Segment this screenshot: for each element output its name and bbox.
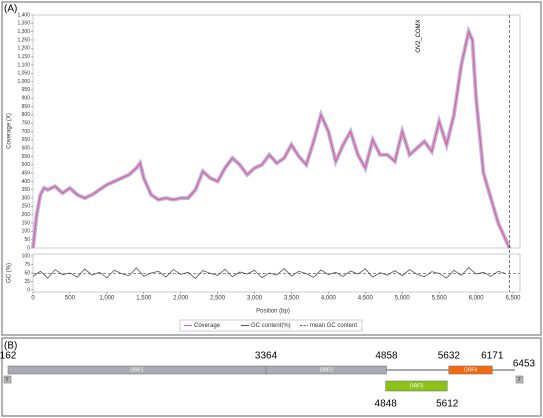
y-tick-label: 1,350 (17, 21, 30, 27)
x-tick-label: 500 (65, 296, 76, 302)
orf (448, 365, 493, 375)
plot-area (32, 14, 521, 249)
y-tick-label: 700 (22, 129, 31, 135)
plot-area (32, 253, 521, 293)
y-tick-label: 450 (22, 170, 31, 176)
y-tick-label: 250 (22, 204, 31, 210)
y-tick-label: 950 (22, 87, 31, 93)
x-tick-label: 3,000 (247, 296, 263, 302)
x-tick-label: 2,000 (173, 296, 189, 302)
panel-b-frame (1, 337, 542, 417)
y-tick-label: 0 (27, 245, 30, 251)
position-label: 162 (0, 351, 17, 362)
y-tick-label: 50 (24, 237, 30, 243)
annotation: OV2_COMX (416, 19, 422, 52)
y-tick-label: 25 (24, 279, 30, 285)
x-axis-label: Position (bp) (256, 309, 290, 315)
y-tick-label: 1,150 (17, 54, 30, 60)
panel-label: (B) (4, 341, 17, 352)
end-label: 5' (6, 377, 10, 383)
y-tick-label: 100 (22, 229, 31, 235)
end-box (3, 375, 12, 384)
series-line (32, 29, 511, 249)
y-tick-label: 1,250 (17, 37, 30, 43)
panel-a-frame (1, 1, 542, 336)
legend-label: mean GC content (310, 323, 357, 329)
y-tick-label: 1,200 (17, 46, 30, 52)
y-tick-label: 0 (27, 287, 30, 293)
y-tick-label: 600 (22, 145, 31, 151)
x-tick-label: 3,500 (284, 296, 300, 302)
y-tick-label: 150 (22, 220, 31, 226)
position-label: 5612 (436, 399, 459, 410)
y-tick-label: 75 (24, 262, 30, 268)
legend-label: Coverage (194, 323, 221, 329)
x-tick-label: 5,500 (432, 296, 448, 302)
position-label: 4858 (375, 351, 398, 362)
orf-label: ORF1 (130, 367, 144, 373)
y-tick-label: 50 (24, 270, 30, 276)
orf-label: ORF4 (464, 367, 478, 373)
y-tick-label: 900 (22, 96, 31, 102)
y-axis-label: Coverage (X) (7, 113, 13, 149)
y-tick-label: 400 (22, 179, 31, 185)
y-tick-label: 100 (22, 253, 31, 259)
y-tick-label: 850 (22, 104, 31, 110)
orf-label: ORF3 (410, 383, 424, 389)
y-tick-label: 500 (22, 162, 31, 168)
series-line (32, 267, 506, 279)
y-tick-label: 200 (22, 212, 31, 218)
x-tick-label: 1,500 (136, 296, 152, 302)
orf-label: ORF2 (320, 367, 334, 373)
y-tick-label: 800 (22, 112, 31, 118)
y-axis-label: GC (%) (7, 263, 13, 283)
x-tick-label: 6,000 (469, 296, 485, 302)
y-tick-label: 300 (22, 195, 31, 201)
y-tick-label: 1,000 (17, 79, 30, 85)
y-tick-label: 550 (22, 154, 31, 160)
orf (265, 365, 387, 375)
x-tick-label: 4,000 (321, 296, 337, 302)
orf (385, 380, 448, 392)
x-tick-label: 5,000 (395, 296, 411, 302)
legend (179, 319, 363, 332)
y-tick-label: 1,050 (17, 71, 30, 77)
position-label: 6171 (481, 351, 504, 362)
panel-label: (A) (4, 4, 17, 15)
x-tick-label: 2,500 (210, 296, 226, 302)
y-tick-label: 1,400 (17, 12, 30, 18)
y-tick-label: 750 (22, 121, 31, 127)
y-tick-label: 650 (22, 137, 31, 143)
x-tick-label: 4,500 (358, 296, 374, 302)
position-label: 3364 (255, 351, 278, 362)
position-label: 5632 (438, 351, 461, 362)
legend-label: GC content(%) (251, 323, 291, 329)
position-label: 6453 (513, 359, 536, 370)
end-box (515, 375, 524, 384)
y-tick-label: 1,300 (17, 29, 30, 35)
x-tick-label: 1,000 (99, 296, 115, 302)
y-tick-label: 1,100 (17, 62, 30, 68)
x-tick-label: 0 (31, 296, 35, 302)
end-label: 3' (518, 377, 522, 383)
y-tick-label: 350 (22, 187, 31, 193)
x-tick-label: 6,500 (505, 296, 521, 302)
position-label: 4848 (375, 399, 398, 410)
